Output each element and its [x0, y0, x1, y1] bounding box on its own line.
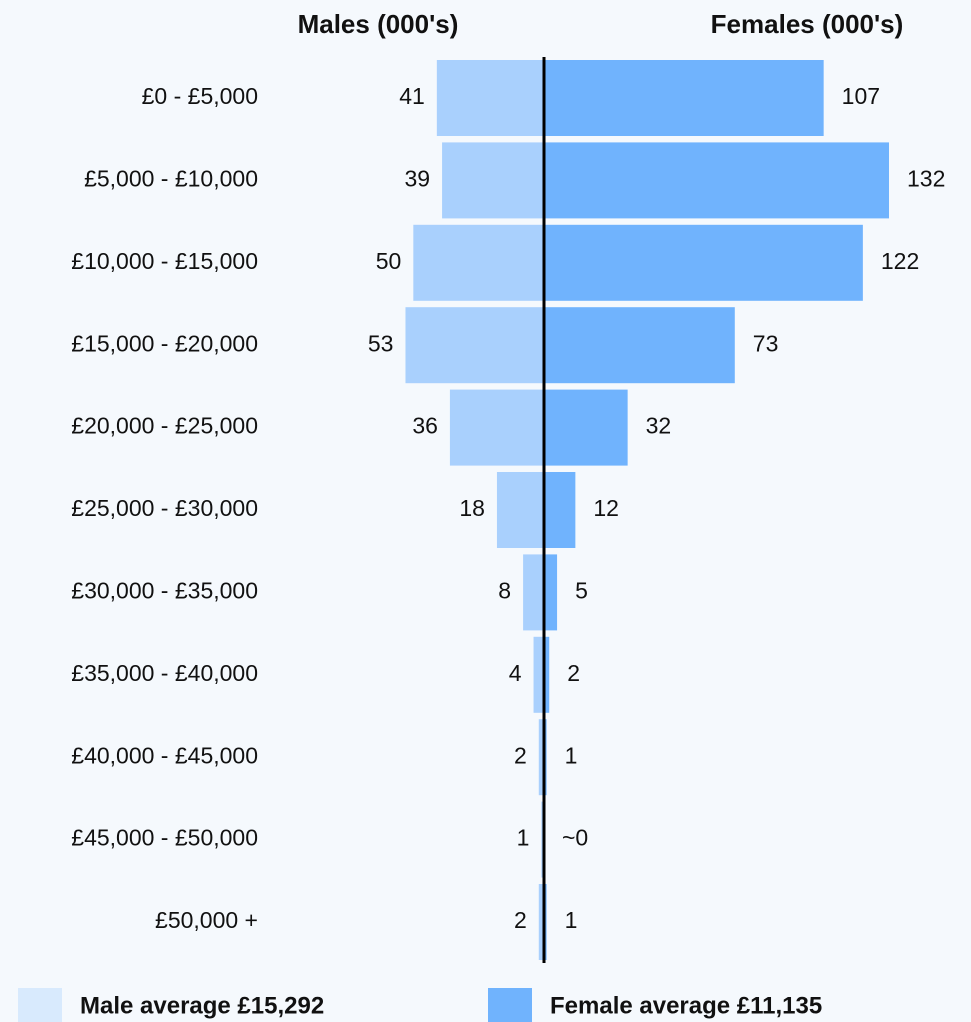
bar	[544, 472, 576, 548]
bar	[544, 389, 628, 466]
category-label: £5,000 - £10,000	[84, 165, 258, 191]
bar	[405, 307, 544, 384]
category-label: £35,000 - £40,000	[71, 660, 258, 686]
bar	[538, 884, 544, 960]
value-label: 32	[646, 413, 672, 439]
category-label: £50,000 +	[155, 907, 258, 933]
category-label: £40,000 - £45,000	[71, 742, 258, 768]
bar	[496, 472, 544, 548]
value-label: 2	[514, 907, 527, 933]
value-label: 8	[498, 577, 511, 603]
category-label: £15,000 - £20,000	[71, 330, 258, 356]
value-label: 12	[593, 495, 619, 521]
value-label: 18	[459, 495, 485, 521]
value-label: 1	[565, 907, 578, 933]
legend-swatch	[18, 988, 62, 1022]
value-label: 39	[404, 165, 430, 191]
legend-label: Male average £15,292	[80, 992, 324, 1019]
category-label: £0 - £5,000	[142, 83, 258, 109]
category-label: £25,000 - £30,000	[71, 495, 258, 521]
value-label: 53	[368, 330, 394, 356]
category-label: £30,000 - £35,000	[71, 577, 258, 603]
value-label: 2	[514, 742, 527, 768]
category-label: £10,000 - £15,000	[71, 248, 258, 274]
value-label: 107	[842, 83, 880, 109]
bar	[544, 60, 824, 136]
bar	[449, 389, 544, 466]
value-label: 2	[567, 660, 580, 686]
value-label: 36	[412, 413, 438, 439]
value-label: 5	[575, 577, 588, 603]
header: Males (000's)	[298, 9, 459, 39]
legend-label: Female average £11,135	[550, 992, 822, 1019]
bar	[544, 554, 558, 631]
value-label: 73	[753, 330, 779, 356]
value-label: 122	[881, 248, 919, 274]
bar	[538, 719, 544, 796]
bar	[544, 636, 550, 713]
value-label: 1	[565, 742, 578, 768]
value-label: 132	[907, 165, 945, 191]
bar	[544, 142, 889, 219]
value-label: 50	[376, 248, 402, 274]
bar	[523, 554, 544, 631]
value-label: 41	[399, 83, 425, 109]
category-label: £45,000 - £50,000	[71, 825, 258, 851]
value-label: 4	[509, 660, 522, 686]
bar	[413, 224, 544, 301]
value-label: 1	[517, 825, 530, 851]
legend-swatch	[488, 988, 532, 1022]
value-label: ~0	[562, 825, 588, 851]
bar	[533, 636, 544, 713]
header: Females (000's)	[711, 9, 904, 39]
bar	[544, 224, 863, 301]
category-label: £20,000 - £25,000	[71, 413, 258, 439]
bar	[436, 60, 544, 136]
bar	[442, 142, 544, 219]
bar	[544, 307, 735, 384]
